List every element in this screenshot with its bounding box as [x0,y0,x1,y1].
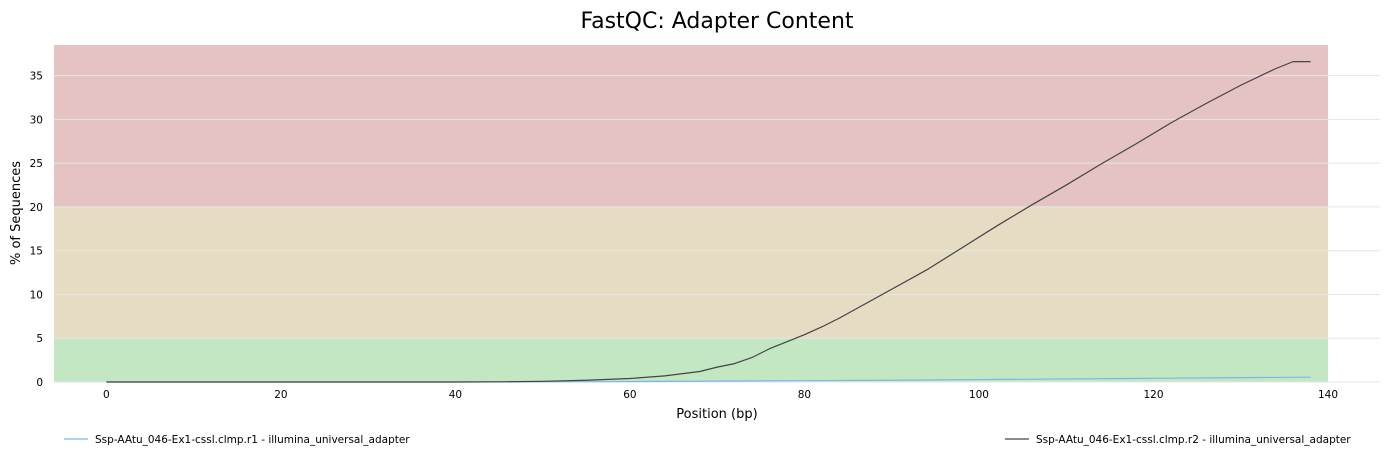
y-axis-label: % of Sequences [9,161,24,265]
y-axis-ticks: 0 5 10 15 20 25 30 35 [30,71,43,389]
y-tick-label: 20 [30,202,43,214]
x-axis-label: Position (bp) [676,407,757,422]
background-band-0 [54,338,1328,382]
legend-label: Ssp-AAtu_046-Ex1-cssl.clmp.r2 - illumina… [1036,434,1351,446]
y-tick-label: 25 [30,158,43,170]
legend-label: Ssp-AAtu_046-Ex1-cssl.clmp.r1 - illumina… [95,434,410,446]
y-tick-label: 30 [30,114,43,126]
gridlines [54,75,1380,383]
x-tick-label: 140 [1318,389,1338,401]
y-tick-label: 5 [36,333,43,345]
y-tick-label: 10 [30,289,43,301]
legend: Ssp-AAtu_046-Ex1-cssl.clmp.r1 - illumina… [64,434,1351,446]
x-tick-label: 100 [969,389,989,401]
x-tick-label: 40 [449,389,462,401]
chart-title: FastQC: Adapter Content [580,9,853,34]
legend-item-1[interactable]: Ssp-AAtu_046-Ex1-cssl.clmp.r1 - illumina… [64,434,410,446]
x-tick-label: 80 [798,389,811,401]
x-axis-ticks: 0 20 40 60 80 100 120 140 [103,389,1338,401]
y-tick-label: 0 [36,377,43,389]
y-tick-label: 15 [30,246,43,258]
x-tick-label: 120 [1143,389,1163,401]
series-line-2 [106,61,1311,383]
legend-item-2[interactable]: Ssp-AAtu_046-Ex1-cssl.clmp.r2 - illumina… [1005,434,1351,446]
background-band-2 [54,45,1328,207]
background-band-1 [54,206,1328,339]
y-tick-label: 35 [30,71,43,83]
x-tick-label: 0 [103,389,110,401]
x-tick-label: 60 [623,389,636,401]
background-bands [54,45,1328,382]
x-tick-label: 20 [274,389,287,401]
series-lines [106,61,1311,383]
